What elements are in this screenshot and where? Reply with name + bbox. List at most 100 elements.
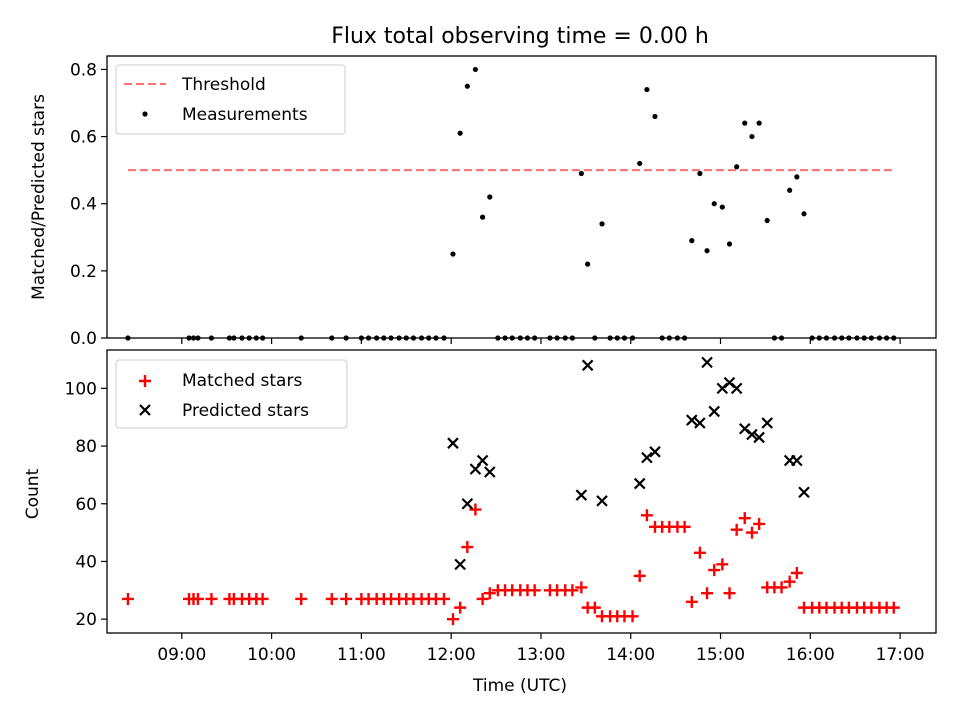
measurement-point [396, 335, 402, 341]
matched-star-point [461, 541, 474, 554]
measurement-point [742, 120, 748, 126]
count-y-axis-label: Count [23, 468, 43, 519]
measurement-point [509, 335, 515, 341]
predicted-star-point [753, 431, 765, 444]
count-plot-marks [121, 356, 900, 626]
measurement-point [831, 335, 838, 341]
matched-star-point [205, 592, 218, 605]
measurement-point [426, 335, 432, 341]
measurement-point [884, 335, 890, 341]
measurement-point [547, 335, 553, 341]
measurement-point [711, 201, 717, 207]
measurement-point [652, 113, 658, 120]
measurement-point [457, 130, 463, 136]
matched-star-point [566, 584, 579, 597]
measurement-point [697, 170, 703, 177]
measurement-point [524, 335, 531, 341]
x-tick-label: 14:00 [606, 645, 655, 665]
matched-star-point [191, 592, 204, 605]
measurement-point [253, 335, 259, 341]
matched-star-point [121, 592, 134, 605]
ratio-plot-marks [125, 66, 897, 341]
y-tick-label: 20 [75, 610, 97, 630]
measurement-point [562, 335, 568, 341]
matched-star-point [640, 509, 653, 522]
measurement-point [637, 160, 643, 167]
count-x-axis: 09:00 10:00 11:00 12:00 13:00 14:00 15:00 16:00… [157, 633, 925, 665]
measurement-point [125, 335, 131, 341]
matched-star-point [738, 512, 751, 525]
matched-star-point [528, 584, 541, 597]
matched-star-point [745, 526, 758, 539]
ratio-y-axis-label: Matched/Predicted stars [29, 94, 49, 300]
measurement-point [418, 335, 425, 341]
measurement-point [674, 335, 681, 341]
measurement-point [433, 335, 439, 341]
matched-star-point [708, 564, 721, 577]
x-tick-label: 09:00 [157, 645, 206, 665]
matched-star-point [476, 592, 489, 605]
measurement-point [532, 335, 538, 341]
matched-star-point [633, 569, 646, 582]
predicted-star-point [761, 417, 773, 429]
x-tick-label: 13:00 [516, 645, 565, 665]
predicted-star-point [581, 359, 594, 372]
matched-star-point [730, 523, 743, 536]
matched-star-point [678, 520, 691, 533]
predicted-star-point [730, 382, 743, 395]
count-panel: 20 40 60 80 100 09:00 10:00 11:00 12:00 13:00 14:… [23, 349, 937, 696]
predicted-star-point [798, 486, 810, 498]
measurement-point [861, 335, 867, 341]
predicted-star-point [483, 466, 496, 478]
measurement-point [801, 211, 807, 217]
measurement-point [794, 174, 800, 180]
matched-star-point [588, 601, 601, 614]
ratio-panel: 0.00.20.40.60.8 Matched/Predicted stars … [29, 55, 937, 349]
measurement-point [246, 335, 252, 341]
measurement-point [644, 86, 650, 93]
predicted-legend-swatch [139, 404, 151, 416]
x-tick-label: 11:00 [337, 645, 386, 665]
measurement-point [585, 261, 591, 267]
measurement-point [614, 335, 620, 341]
predicted-star-point [596, 495, 608, 507]
predicted-star-point [694, 417, 706, 429]
matched-star-point [716, 558, 729, 571]
ratio-y-axis: 0.0 0.2 0.4 0.6 0.8 [70, 60, 107, 349]
measurements-legend-swatch [142, 111, 148, 117]
x-axis-label: Time (UTC) [472, 676, 567, 696]
measurement-point [260, 335, 266, 341]
y-tick-label: 0.6 [70, 128, 97, 148]
measurement-point [195, 335, 201, 341]
measurement-point [495, 335, 501, 341]
measurement-point [450, 251, 456, 257]
matched-star-point [701, 587, 714, 600]
measurement-point [381, 335, 387, 341]
matched-star-point [437, 592, 450, 605]
measurement-point [868, 335, 874, 341]
measurement-point [226, 335, 233, 341]
matched-star-point [685, 595, 698, 608]
matched-star-point [887, 601, 900, 614]
measurement-point [823, 335, 830, 341]
predicted-star-point [708, 405, 721, 418]
matched-star-point [693, 546, 706, 559]
ratio-legend: Threshold Measurements [115, 64, 346, 135]
measurement-point [787, 187, 793, 193]
measurement-point [816, 335, 822, 341]
measurement-point [599, 221, 605, 227]
x-tick-label: 10:00 [247, 645, 296, 665]
matched-star-point [295, 592, 308, 605]
measurement-point [846, 335, 852, 341]
predicted-star-point [633, 477, 646, 490]
measurement-point [704, 248, 710, 254]
matched-star-point [783, 575, 796, 588]
predicted-star-point [649, 446, 661, 458]
measurement-point [403, 335, 409, 341]
y-tick-label: 0.8 [70, 60, 97, 80]
matched-star-point [775, 581, 788, 594]
predicted-legend-label: Predicted stars [182, 401, 309, 421]
count-y-axis: 20 40 60 80 100 [65, 379, 107, 630]
chart-title: Flux total observing time = 0.00 h [331, 24, 709, 49]
y-tick-label: 40 [75, 552, 97, 572]
